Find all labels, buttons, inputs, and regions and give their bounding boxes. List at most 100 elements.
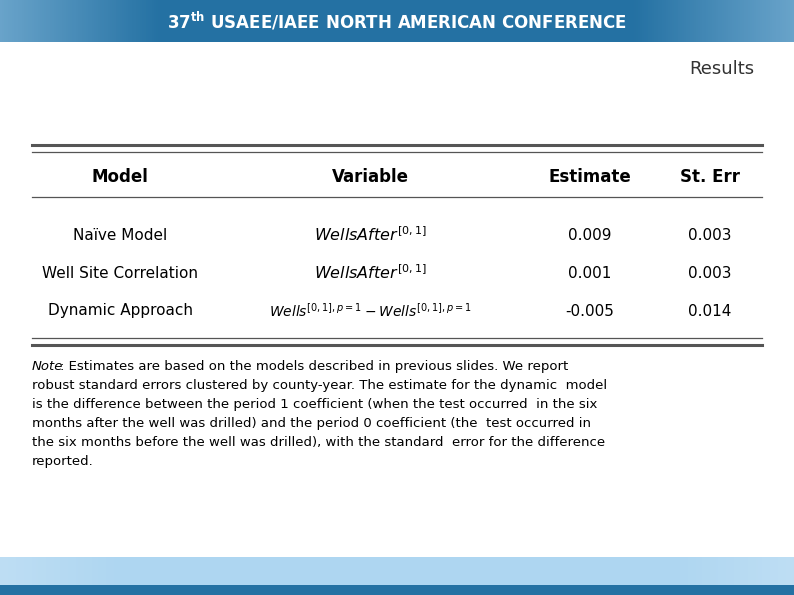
Bar xyxy=(718,557,720,595)
Bar xyxy=(0,557,794,595)
Bar xyxy=(744,557,746,595)
Bar xyxy=(734,0,736,42)
Bar xyxy=(118,0,120,42)
Bar xyxy=(64,557,66,595)
Bar xyxy=(64,0,66,42)
Text: robust standard errors clustered by county-year. The estimate for the dynamic  m: robust standard errors clustered by coun… xyxy=(32,378,607,392)
Bar xyxy=(102,557,104,595)
Bar xyxy=(720,0,722,42)
Bar xyxy=(34,0,36,42)
Bar xyxy=(638,0,640,42)
Bar xyxy=(154,0,156,42)
Bar xyxy=(24,557,26,595)
Text: months after the well was drilled) and the period 0 coefficient (the  test occur: months after the well was drilled) and t… xyxy=(32,416,591,430)
Bar xyxy=(16,0,18,42)
Bar xyxy=(688,557,690,595)
Bar xyxy=(130,0,132,42)
Bar xyxy=(140,0,142,42)
Bar xyxy=(682,0,684,42)
Bar xyxy=(122,0,124,42)
Bar xyxy=(764,557,766,595)
Bar xyxy=(8,557,10,595)
Bar xyxy=(750,557,752,595)
Bar xyxy=(654,0,656,42)
Text: 0.009: 0.009 xyxy=(569,227,611,243)
Bar xyxy=(666,0,668,42)
Bar xyxy=(696,0,698,42)
Bar xyxy=(714,557,716,595)
Bar xyxy=(774,0,776,42)
Bar xyxy=(156,0,158,42)
Bar xyxy=(762,557,764,595)
Bar xyxy=(114,0,116,42)
Bar xyxy=(748,0,750,42)
Bar xyxy=(72,0,74,42)
Bar xyxy=(786,557,788,595)
Bar xyxy=(8,0,10,42)
Bar xyxy=(750,0,752,42)
Bar xyxy=(110,557,112,595)
Bar xyxy=(10,557,12,595)
Bar xyxy=(706,0,708,42)
Bar xyxy=(684,0,686,42)
Bar xyxy=(88,0,90,42)
Bar xyxy=(772,0,774,42)
Bar xyxy=(754,557,756,595)
Bar xyxy=(58,0,60,42)
Bar xyxy=(674,0,676,42)
Text: is the difference between the period 1 coefficient (when the test occurred  in t: is the difference between the period 1 c… xyxy=(32,397,597,411)
Bar xyxy=(736,557,738,595)
Bar xyxy=(766,0,768,42)
Bar xyxy=(120,0,122,42)
Bar xyxy=(136,0,138,42)
Bar xyxy=(692,557,694,595)
Bar xyxy=(642,0,644,42)
Bar xyxy=(680,557,682,595)
Bar xyxy=(56,557,58,595)
Bar xyxy=(116,0,118,42)
Bar xyxy=(722,0,724,42)
Bar xyxy=(80,0,82,42)
Bar xyxy=(662,0,664,42)
Bar xyxy=(102,0,104,42)
Text: 0.001: 0.001 xyxy=(569,265,611,280)
Bar xyxy=(700,0,702,42)
Bar xyxy=(54,557,56,595)
Bar xyxy=(700,557,702,595)
Bar xyxy=(706,557,708,595)
Bar xyxy=(30,557,32,595)
Bar xyxy=(62,0,64,42)
Bar xyxy=(148,0,150,42)
Bar xyxy=(788,557,790,595)
Bar xyxy=(36,557,38,595)
Bar xyxy=(702,0,704,42)
Bar xyxy=(746,0,748,42)
Bar xyxy=(82,557,84,595)
Bar xyxy=(774,557,776,595)
Bar xyxy=(36,0,38,42)
Text: Well Site Correlation: Well Site Correlation xyxy=(42,265,198,280)
Bar xyxy=(50,557,52,595)
Bar xyxy=(86,557,88,595)
Bar xyxy=(682,557,684,595)
Bar xyxy=(72,557,74,595)
Bar xyxy=(4,0,6,42)
Bar xyxy=(98,0,100,42)
Bar xyxy=(90,557,92,595)
Bar xyxy=(14,557,16,595)
Bar xyxy=(640,0,642,42)
Bar xyxy=(20,0,22,42)
Bar xyxy=(42,0,44,42)
Bar xyxy=(766,557,768,595)
Bar xyxy=(2,0,4,42)
Text: 0.014: 0.014 xyxy=(688,303,732,318)
Bar xyxy=(712,557,714,595)
Bar xyxy=(86,0,88,42)
Bar xyxy=(128,0,130,42)
Bar xyxy=(112,557,114,595)
Bar xyxy=(118,557,120,595)
Bar xyxy=(636,0,638,42)
Bar xyxy=(724,557,726,595)
Text: Model: Model xyxy=(91,168,148,186)
Bar xyxy=(30,0,32,42)
